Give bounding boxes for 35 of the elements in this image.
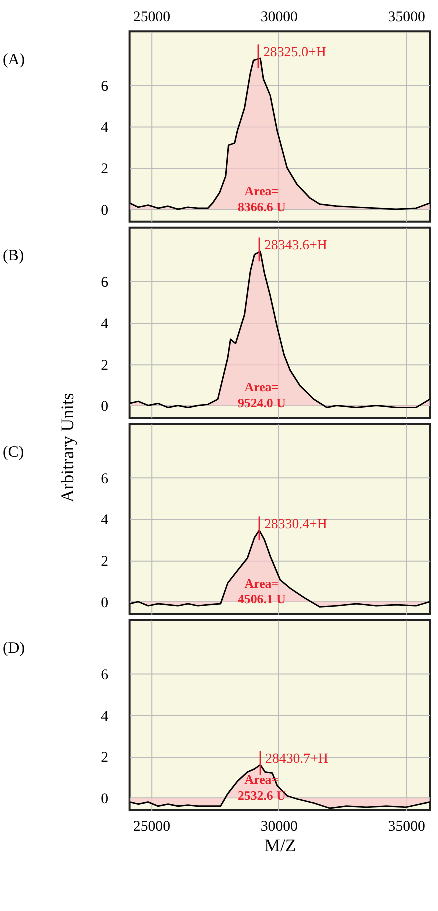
y-tick-label: 6 [101, 78, 109, 95]
y-tick-label: 0 [101, 399, 109, 416]
x-tick-label: 30000 [260, 818, 298, 835]
y-tick-label: 0 [101, 792, 109, 808]
x2-tick-label: 35000 [388, 9, 426, 26]
text: (D) [2, 640, 25, 657]
y-tick-label: 0 [101, 202, 109, 219]
annotation: 28343.6+H [264, 238, 328, 254]
text: (A) [2, 51, 25, 68]
x-tick-label: 25000 [133, 818, 171, 835]
y-tick-label: 0 [101, 595, 109, 612]
y-axis-title: Arbitrary Units [57, 393, 78, 503]
y-tick-label: 4 [101, 316, 110, 332]
x2-tick-label: 30000 [260, 9, 298, 26]
annotation: 28330.4+H [264, 518, 328, 533]
y-tick-label: 2 [101, 162, 109, 178]
text: (B) [2, 248, 24, 265]
x2-tick-label: 25000 [133, 9, 171, 26]
text: (C) [2, 444, 24, 461]
annotation: 28325.0+H [263, 46, 326, 61]
y-tick-label: 2 [101, 750, 109, 766]
y-tick-label: 2 [101, 358, 109, 374]
y-tick-label: 6 [101, 275, 109, 292]
x-axis-title: M/Z [264, 836, 296, 856]
y-tick-label: 6 [101, 668, 109, 684]
y-tick-label: 4 [101, 512, 110, 529]
annotation: 28430.7+H [266, 752, 328, 768]
x-tick-label: 35000 [388, 818, 426, 835]
annotation: Area= 4506.1 U [238, 576, 286, 607]
y-tick-label: 2 [101, 554, 109, 570]
annotation: Area= 8366.6 U [238, 184, 286, 214]
y-tick-label: 6 [101, 471, 109, 488]
y-tick-label: 4 [101, 120, 110, 136]
y-tick-label: 4 [101, 708, 110, 725]
annotation: Area= 9524.0 U [238, 380, 286, 411]
